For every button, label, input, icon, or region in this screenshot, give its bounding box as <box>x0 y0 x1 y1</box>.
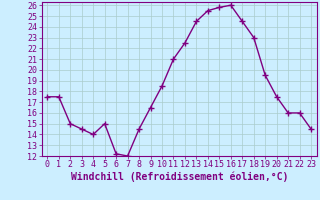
X-axis label: Windchill (Refroidissement éolien,°C): Windchill (Refroidissement éolien,°C) <box>70 172 288 182</box>
